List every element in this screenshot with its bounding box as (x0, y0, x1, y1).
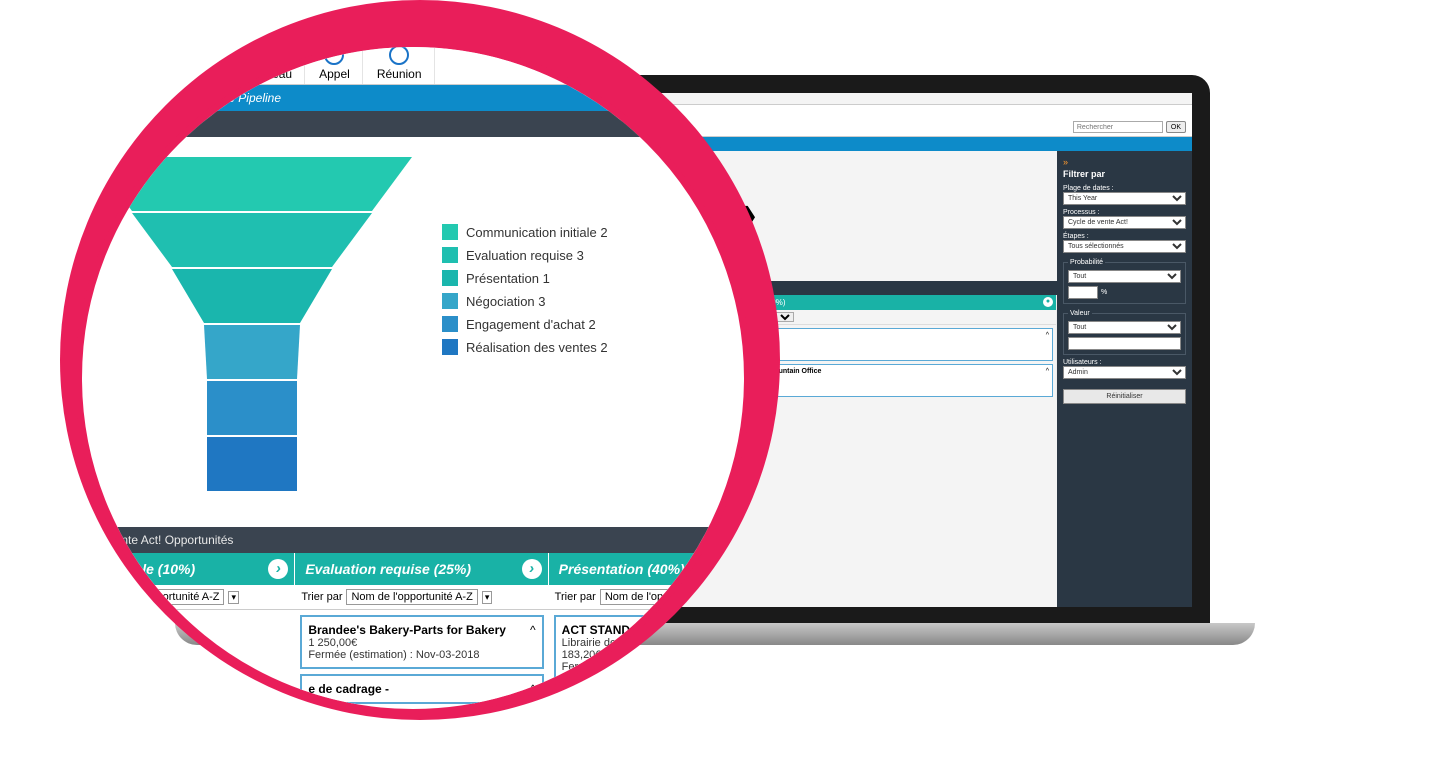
select-utilisateurs[interactable]: Admin (1063, 366, 1186, 379)
triangle-down-icon (198, 94, 210, 103)
phone-icon (324, 45, 344, 65)
chevron-up-icon[interactable]: ^ (1046, 332, 1049, 339)
label-etapes: Étapes : (1063, 233, 1186, 240)
legend-label: Présentation 1 (466, 271, 550, 286)
pipeline-title: de vente Act! Opportunités (92, 533, 233, 547)
chevron-up-icon[interactable]: ^ (1046, 368, 1049, 375)
legend-swatch-icon (442, 316, 458, 332)
stage-header[interactable]: Evaluation requise (25%)› (295, 553, 548, 585)
toolbar-precedent[interactable]: cédent (102, 42, 163, 84)
chevron-down-icon[interactable]: ▾ (482, 591, 493, 604)
toolbar-suivant[interactable]: Suivant (165, 42, 230, 84)
chevron-up-icon[interactable]: ^ (530, 623, 536, 637)
zoom-lens: cédent Suivant Nouveau Appel Réunion Vue… (75, 40, 751, 716)
legend-label: Evaluation requise 3 (466, 248, 584, 263)
chart-toggle: Compteur Valeur (643, 115, 751, 133)
fieldset-probabilite: Probabilité Tout % (1063, 259, 1186, 304)
sort-select[interactable]: Nom de l'opportunité A-Z (346, 589, 477, 605)
select-probabilite[interactable]: Tout (1068, 270, 1181, 283)
legend-swatch-icon (442, 339, 458, 355)
stage-column: Présentation (40%)› Trier par Nom de l'o… (549, 553, 751, 709)
input-valeur[interactable] (1068, 337, 1181, 350)
legend-item: Engagement d'achat 2 (442, 316, 608, 332)
legend-label: Réalisation des ventes 2 (466, 340, 608, 355)
funnel-chart (92, 157, 412, 497)
filter-title: Filtrer par (1063, 169, 1186, 179)
legend-item: Réalisation des ventes 2 (442, 339, 608, 355)
triangle-down-icon (112, 94, 124, 103)
legend-label: Communication initiale 2 (466, 225, 608, 240)
toolbar-nouveau[interactable]: Nouveau (232, 42, 305, 84)
arrow-right-icon: › (268, 559, 288, 579)
chevron-up-icon[interactable]: ^ (530, 682, 536, 696)
forward-icon (187, 45, 207, 65)
legend-swatch-icon (442, 224, 458, 240)
reset-button[interactable]: Réinitialiser (1063, 389, 1186, 404)
pct-label: % (1101, 289, 1107, 296)
label-processus: Processus : (1063, 209, 1186, 216)
zoom-chart-header: es Compteur Valeur (75, 111, 751, 137)
label-utilisateurs: Utilisateurs : (1063, 359, 1186, 366)
select-etapes[interactable]: Tous sélectionnés (1063, 240, 1186, 253)
stage-column: Evaluation requise (25%)› Trier par Nom … (295, 553, 548, 709)
select-plage-dates[interactable]: This Year (1063, 192, 1186, 205)
sort-bar: Trier par Nom de l'opportunité A-Z ▾ (75, 585, 295, 610)
legend-valeur: Valeur (1068, 310, 1092, 317)
tab-vue-pipeline[interactable]: Vue Pipeline (198, 91, 281, 105)
search-box: OK (1073, 121, 1186, 136)
chevron-down-icon[interactable]: ▾ (228, 591, 239, 604)
toggle-compteur[interactable]: Compteur (643, 115, 711, 133)
legend-item: Présentation 1 (442, 270, 608, 286)
sort-bar: Trier par Nom de l'opportunité A-Z ▾ (295, 585, 548, 610)
funnel-legend: Communication initiale 2 Evaluation requi… (442, 217, 608, 362)
opportunity-card[interactable]: ^ Brandee's Bakery-Parts for Bakery 1 25… (300, 615, 543, 669)
opportunity-card[interactable]: ^e de cadrage - (300, 674, 543, 704)
zoom-stages: nication initiale (10%)› Trier par Nom d… (75, 553, 751, 709)
sort-select[interactable]: Nom de l'opportunité A-Z (93, 589, 224, 605)
legend-probabilite: Probabilité (1068, 259, 1105, 266)
sort-select[interactable]: Nom de l'opportunité A-Z (600, 589, 731, 605)
legend-swatch-icon (442, 270, 458, 286)
legend-label: Engagement d'achat 2 (466, 317, 596, 332)
chart-header-text: es (82, 118, 94, 130)
zoom-viewbar: Vue Liste Vue Pipeline (75, 85, 751, 111)
expand-icon[interactable]: » (1063, 157, 1186, 167)
zoom-toolbar: cédent Suivant Nouveau Appel Réunion (75, 40, 751, 85)
stage-header[interactable]: Présentation (40%)› (549, 553, 751, 585)
legend-label: Négociation 3 (466, 294, 546, 309)
legend-item: Négociation 3 (442, 293, 608, 309)
filter-panel: » Filtrer par Plage de dates : This Year… (1057, 151, 1192, 607)
funnel-chart-area: Communication initiale 2 Evaluation requi… (75, 137, 751, 527)
fieldset-valeur: Valeur Tout (1063, 310, 1186, 355)
back-icon (122, 45, 142, 65)
select-valeur[interactable]: Tout (1068, 321, 1181, 334)
legend-item: Evaluation requise 3 (442, 247, 608, 263)
sort-bar: Trier par Nom de l'opportunité A-Z ▾ (549, 585, 751, 610)
meeting-icon (389, 45, 409, 65)
search-ok-button[interactable]: OK (1166, 121, 1186, 133)
arrow-right-icon: › (522, 559, 542, 579)
pipeline-title-bar: de vente Act! Opportunités (75, 527, 751, 553)
legend-item: Communication initiale 2 (442, 224, 608, 240)
tab-vue-liste[interactable]: Vue Liste (112, 91, 178, 105)
person-icon (258, 45, 278, 65)
legend-swatch-icon (442, 293, 458, 309)
stage-header[interactable]: nication initiale (10%)› (75, 553, 295, 585)
search-input[interactable] (1073, 121, 1163, 133)
toolbar-reunion[interactable]: Réunion (365, 42, 435, 84)
toolbar-appel[interactable]: Appel (307, 42, 363, 84)
select-processus[interactable]: Cycle de vente Act! (1063, 216, 1186, 229)
stage-column: nication initiale (10%)› Trier par Nom d… (75, 553, 295, 709)
input-probabilite-pct[interactable] (1068, 286, 1098, 299)
legend-swatch-icon (442, 247, 458, 263)
label-plage-dates: Plage de dates : (1063, 185, 1186, 192)
opportunity-card[interactable]: ^ ACT STANDARD monoposte Librairie de la… (554, 615, 751, 681)
